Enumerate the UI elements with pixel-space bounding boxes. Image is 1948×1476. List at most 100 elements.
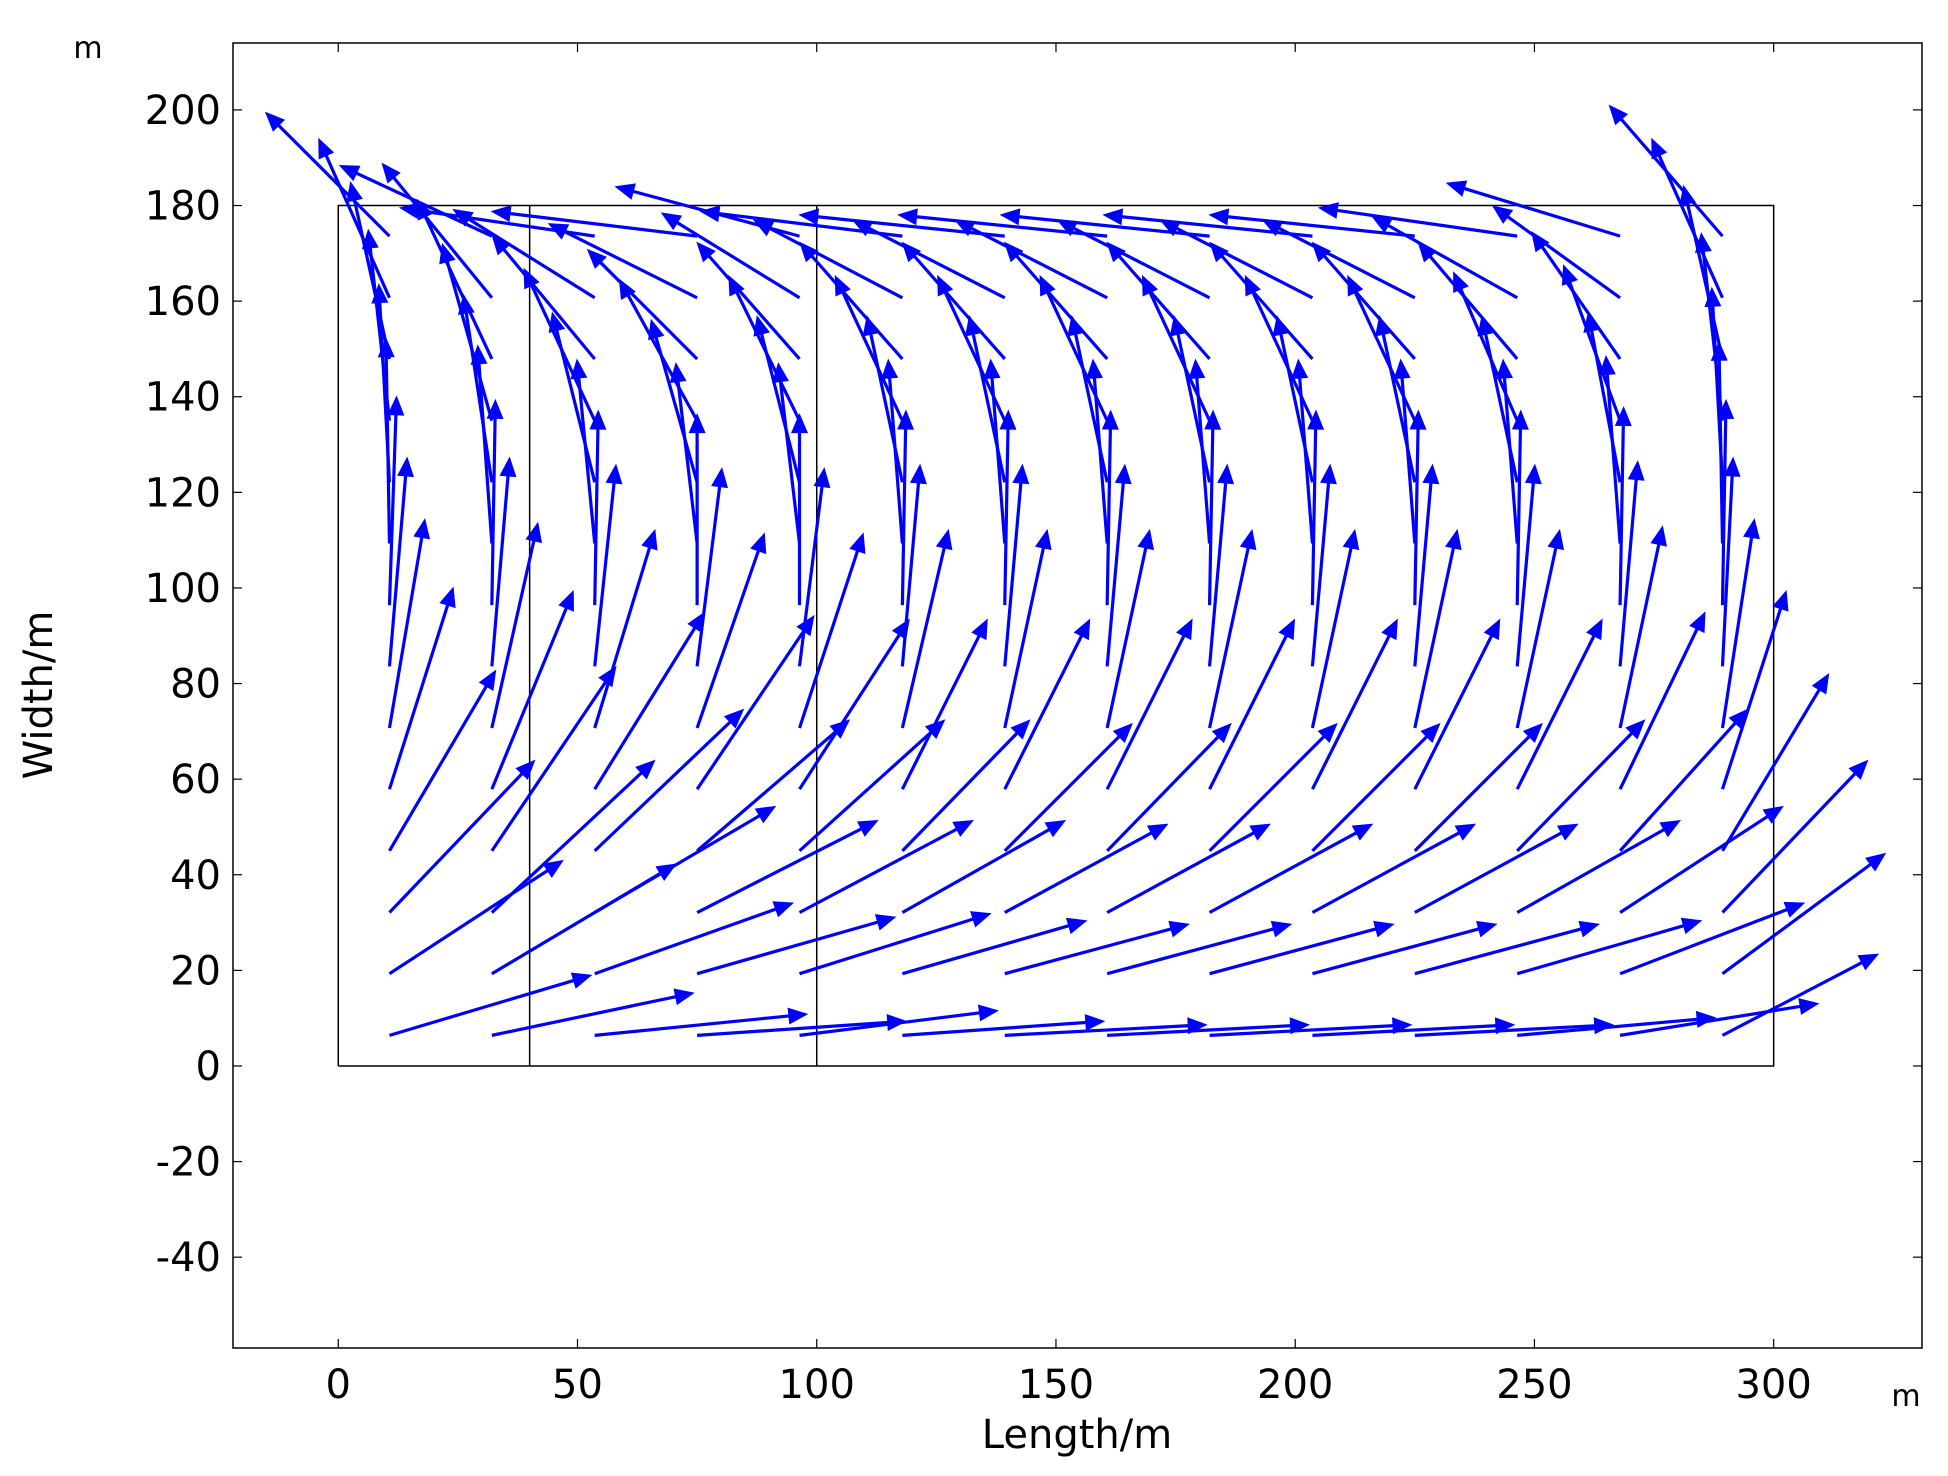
- velocity-arrow: [1619, 901, 1806, 976]
- velocity-arrow: [490, 456, 517, 667]
- velocity-arrow: [901, 820, 1067, 914]
- velocity-arrow: [1417, 241, 1519, 361]
- velocity-arrow: [1310, 463, 1337, 667]
- velocity-arrow: [1106, 920, 1293, 976]
- velocity-arrow: [900, 618, 988, 790]
- x-tick-label: 150: [1018, 1362, 1094, 1408]
- velocity-arrow: [1516, 917, 1703, 976]
- velocity-arrow: [999, 208, 1210, 238]
- velocity-arrow: [1445, 180, 1621, 238]
- velocity-arrow: [1004, 920, 1190, 976]
- velocity-arrow: [523, 267, 597, 422]
- velocity-arrow: [1312, 920, 1498, 976]
- y-tick-label: 40: [170, 853, 221, 899]
- y-tick-label: 20: [170, 948, 221, 994]
- velocity-arrow: [490, 205, 698, 238]
- velocity-arrow: [1618, 525, 1667, 729]
- velocity-arrow: [1106, 722, 1232, 852]
- velocity-arrow: [1244, 274, 1314, 422]
- velocity-arrow: [1310, 618, 1398, 790]
- velocity-arrow: [589, 409, 607, 606]
- domain-geometry: [337, 204, 1775, 1067]
- velocity-arrow: [1414, 823, 1579, 914]
- velocity-arrow: [586, 248, 699, 361]
- y-tick-label: 100: [145, 566, 221, 612]
- velocity-arrow: [1003, 618, 1091, 790]
- y-tick-label: 140: [145, 375, 221, 421]
- velocity-arrow: [1209, 920, 1395, 976]
- velocity-arrow: [491, 234, 596, 360]
- velocity-arrow: [699, 205, 903, 238]
- velocity-arrow: [490, 521, 543, 729]
- x-tick-label: 200: [1257, 1362, 1333, 1408]
- velocity-arrow: [696, 820, 879, 914]
- velocity-arrow: [1515, 528, 1565, 729]
- velocity-arrow: [388, 759, 536, 914]
- y-tick-label: 120: [145, 470, 221, 516]
- velocity-arrow: [696, 914, 897, 976]
- velocity-arrow: [999, 409, 1017, 606]
- velocity-arrow: [1491, 205, 1622, 300]
- velocity-arrow: [1141, 274, 1212, 422]
- axis-ticks: [233, 43, 1922, 1348]
- velocity-arrow: [491, 988, 695, 1037]
- velocity-arrow: [1413, 618, 1501, 790]
- velocity-arrow: [1261, 219, 1416, 300]
- velocity-arrow: [338, 164, 493, 238]
- velocity-arrow: [798, 820, 974, 914]
- velocity-arrow: [1208, 208, 1415, 238]
- tick-labels: 0 50 100 150 200 250 300 -40 -20 0 20 40 60 80 100 120 1…: [145, 88, 1812, 1408]
- velocity-arrow: [1618, 460, 1645, 667]
- velocity-arrow: [1003, 722, 1133, 852]
- velocity-arrow: [1414, 920, 1600, 976]
- velocity-arrow: [1721, 673, 1830, 852]
- velocity-arrow: [1496, 358, 1519, 544]
- velocity-arrow: [791, 413, 809, 606]
- x-tick-label: 100: [779, 1362, 855, 1408]
- velocity-arrow: [594, 901, 795, 976]
- y-tick-label: 0: [196, 1044, 221, 1090]
- velocity-arrow: [696, 241, 801, 361]
- velocity-arrow: [1039, 274, 1109, 422]
- velocity-arrow: [851, 219, 1006, 300]
- velocity-arrow: [1720, 590, 1789, 790]
- velocity-arrow: [902, 1014, 1106, 1037]
- velocity-arrow: [1720, 456, 1741, 667]
- velocity-arrow: [1003, 463, 1030, 667]
- velocity-arrow: [798, 719, 946, 853]
- velocity-arrow: [1721, 852, 1887, 975]
- x-unit-label: m: [1891, 1379, 1920, 1414]
- velocity-arrow: [897, 208, 1108, 238]
- velocity-arrow: [439, 242, 494, 422]
- velocity-arrow: [798, 208, 1005, 238]
- velocity-arrow: [688, 413, 706, 606]
- velocity-arrow: [901, 917, 1088, 976]
- velocity-arrow: [1004, 823, 1169, 914]
- velocity-arrow: [1347, 274, 1417, 422]
- velocity-arrow: [1207, 528, 1257, 729]
- x-axis-label: Length/m: [982, 1412, 1172, 1458]
- velocity-arrow: [1105, 528, 1154, 729]
- x-tick-label: 50: [552, 1362, 603, 1408]
- velocity-arrow: [387, 518, 431, 729]
- y-tick-label: -40: [156, 1235, 221, 1281]
- velocity-arrow: [1311, 722, 1441, 852]
- velocity-arrow: [1105, 463, 1132, 667]
- velocity-arrow: [1414, 1017, 1615, 1037]
- y-tick-label: 180: [145, 184, 221, 230]
- velocity-arrow: [1102, 208, 1313, 238]
- plot-frame: [232, 42, 1923, 1349]
- velocity-arrow: [1619, 805, 1784, 914]
- velocity-arrow: [1317, 202, 1518, 238]
- velocity-arrow: [695, 532, 767, 729]
- velocity-arrow: [834, 274, 904, 422]
- velocity-arrow: [1307, 409, 1325, 606]
- velocity-arrow: [594, 1007, 809, 1037]
- velocity-arrow: [1106, 823, 1271, 914]
- velocity-arrow: [388, 859, 564, 976]
- x-tick-label: 0: [326, 1362, 351, 1408]
- y-axis-label: Width/m: [16, 611, 62, 780]
- velocity-arrows: [264, 104, 1887, 1037]
- velocity-arrow: [398, 202, 595, 238]
